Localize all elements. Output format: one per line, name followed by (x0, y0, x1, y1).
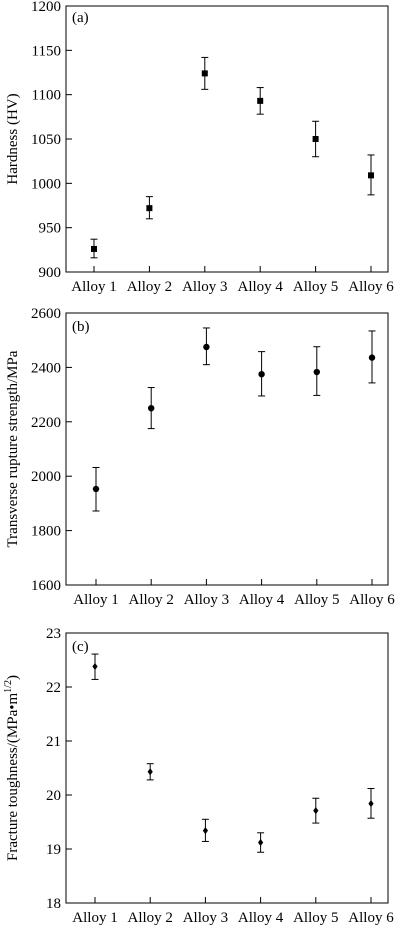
y-tick-label-c: 20 (46, 788, 61, 804)
data-point-c (368, 800, 374, 808)
panel-b-trs: (b) Transverse rupture strength/MPa 1600… (5, 306, 395, 608)
panel-label-a: (a) (72, 10, 89, 26)
y-tick-label-a: 1000 (31, 176, 61, 192)
x-tick-label-c: Alloy 2 (127, 910, 172, 926)
y-tick-label-c: 23 (46, 626, 61, 642)
y-tick-label-b: 1800 (31, 524, 61, 540)
data-point-b (148, 405, 155, 412)
y-tick-label-a: 1200 (31, 0, 61, 15)
data-point-b (313, 368, 320, 376)
x-tick-label-c: Alloy 3 (183, 910, 228, 926)
data-point-c (202, 827, 208, 835)
y-tick-label-a: 900 (39, 265, 62, 281)
x-tick-label-c: Alloy 6 (348, 910, 394, 926)
plot-area-b (65, 312, 389, 586)
data-point-c (147, 768, 153, 776)
x-tick-label-b: Alloy 2 (128, 592, 173, 608)
y-axis-label-c-sup: 1/2 (3, 680, 14, 693)
x-tick-label-b: Alloy 3 (184, 592, 229, 608)
panel-label-c: (c) (72, 639, 89, 655)
data-point-c (258, 838, 264, 847)
y-axis-label-c: Fracture toughness/(MPa•m1/2) (3, 675, 21, 861)
y-axis-label-c-close: ) (5, 675, 21, 680)
data-point-b (368, 354, 376, 361)
x-tick-label-a: Alloy 6 (348, 279, 394, 295)
data-point-a (91, 245, 97, 252)
x-tick-label-b: Alloy 1 (73, 592, 118, 608)
x-tick-label-b: Alloy 5 (294, 592, 339, 608)
x-tick-label-a: Alloy 3 (182, 279, 227, 295)
y-tick-label-b: 2000 (31, 469, 61, 485)
plot-area-c (65, 632, 389, 904)
y-tick-label-b: 2400 (31, 360, 61, 376)
panel-c-toughness: (c) Fracture toughness/(MPa•m1/2) 18 19 20… (3, 626, 394, 926)
y-axis-label-c-main: Fracture toughness/(MPa•m (5, 692, 21, 860)
y-axis-label-b: Transverse rupture strength/MPa (5, 350, 21, 547)
data-point-b (203, 343, 210, 351)
data-point-a (368, 172, 374, 179)
y-tick-label-a: 1100 (32, 88, 61, 104)
y-tick-label-b: 1600 (31, 578, 61, 594)
x-tick-label-a: Alloy 2 (127, 279, 172, 295)
data-point-b (258, 371, 265, 378)
panel-a-hardness: (a) Hardness (HV) 900 950 1000 1050 1100 1150… (5, 0, 394, 295)
y-tick-label-c: 22 (46, 680, 61, 696)
panel-label-b: (b) (72, 319, 90, 335)
y-tick-label-c: 19 (46, 842, 61, 858)
x-tick-label-c: Alloy 1 (72, 910, 117, 926)
x-tick-label-a: Alloy 5 (293, 279, 338, 295)
data-point-c (92, 662, 98, 671)
data-point-a (146, 205, 153, 212)
x-tick-label-c: Alloy 4 (238, 910, 284, 926)
x-tick-label-b: Alloy 4 (239, 592, 285, 608)
plot-area-a (65, 5, 389, 273)
data-point-a (201, 70, 208, 77)
x-tick-label-b: Alloy 6 (349, 592, 395, 608)
data-point-a (257, 97, 264, 104)
data-point-a (312, 136, 319, 142)
data-point-b (92, 485, 100, 493)
data-point-c (313, 807, 319, 815)
y-tick-label-b: 2200 (31, 415, 61, 431)
x-tick-label-a: Alloy 4 (237, 279, 283, 295)
x-tick-label-c: Alloy 5 (293, 910, 338, 926)
y-tick-label-c: 18 (46, 896, 61, 912)
y-tick-label-a: 1050 (31, 132, 61, 148)
y-tick-label-a: 950 (39, 221, 62, 237)
x-tick-label-a: Alloy 1 (71, 279, 116, 295)
y-tick-label-a: 1150 (32, 43, 61, 59)
y-axis-label-a: Hardness (HV) (5, 93, 21, 184)
y-tick-label-b: 2600 (31, 306, 61, 322)
y-tick-label-c: 21 (46, 734, 61, 750)
